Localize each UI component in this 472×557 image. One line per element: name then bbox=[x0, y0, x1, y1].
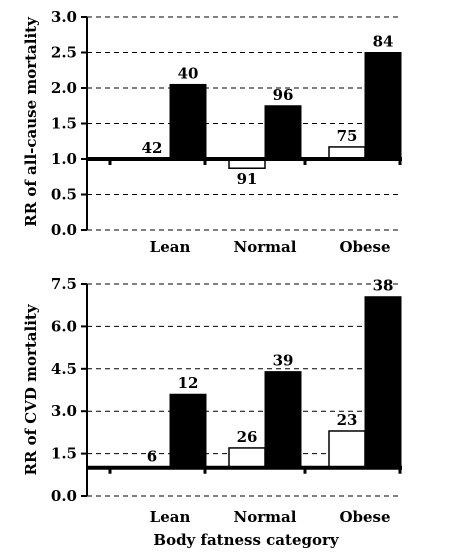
bar-cvd-obese-open bbox=[328, 430, 366, 469]
y-tick-label: 6.0 bbox=[51, 317, 77, 335]
y-tick-label: 1.5 bbox=[51, 445, 77, 463]
chart-panel-all-cause: RR of all-cause mortality 0.0 0.5 1.0 1.5 2.… bbox=[22, 8, 402, 256]
y-tick-label: 0.5 bbox=[51, 186, 77, 204]
bar-data-label: 39 bbox=[273, 352, 294, 370]
y-tick-label: 1.5 bbox=[51, 115, 77, 133]
bar-cvd-lean-filled bbox=[169, 393, 207, 469]
bar-data-label: 12 bbox=[178, 374, 199, 392]
bar-data-label: 75 bbox=[337, 127, 358, 145]
y-tick-label: 1.0 bbox=[51, 150, 77, 168]
category-label-obese: Obese bbox=[339, 508, 390, 526]
bar-data-label: 96 bbox=[273, 86, 294, 104]
y-tick-label: 2.0 bbox=[51, 79, 77, 97]
x-axis-title: Body fatness category bbox=[153, 531, 339, 549]
bar-all-cause-lean-filled bbox=[169, 83, 207, 160]
bar-data-label: 23 bbox=[337, 411, 358, 429]
bar-all-cause-normal-filled bbox=[264, 105, 302, 160]
bar-cvd-obese-filled bbox=[364, 296, 402, 469]
y-tick-label: 2.5 bbox=[51, 44, 77, 62]
bar-data-label: 42 bbox=[142, 139, 163, 157]
category-label-normal: Normal bbox=[234, 238, 297, 256]
category-label-normal: Normal bbox=[234, 508, 297, 526]
bar-data-label: 40 bbox=[178, 64, 199, 82]
y-axis-title-cvd: RR of CVD mortality bbox=[22, 303, 40, 475]
y-tick-label: 0.0 bbox=[51, 487, 77, 505]
bar-data-label: 84 bbox=[373, 33, 394, 51]
y-tick-label: 3.0 bbox=[51, 402, 77, 420]
bar-data-label: 38 bbox=[373, 277, 394, 295]
category-label-lean: Lean bbox=[150, 508, 191, 526]
y-tick-label: 7.5 bbox=[51, 275, 77, 293]
y-axis-title-all-cause: RR of all-cause mortality bbox=[22, 16, 40, 227]
bar-data-label: 91 bbox=[237, 170, 258, 188]
bar-cvd-normal-open bbox=[228, 447, 266, 469]
y-tick-label: 4.5 bbox=[51, 360, 77, 378]
bar-all-cause-obese-filled bbox=[364, 52, 402, 160]
bar-cvd-normal-filled bbox=[264, 371, 302, 469]
category-label-obese: Obese bbox=[339, 238, 390, 256]
chart-panel-cvd: RR of CVD mortality Body fatness categor… bbox=[22, 275, 402, 549]
bar-data-label: 6 bbox=[147, 448, 157, 466]
bar-data-label: 26 bbox=[237, 428, 258, 446]
y-tick-label: 0.0 bbox=[51, 221, 77, 239]
category-label-lean: Lean bbox=[150, 238, 191, 256]
y-tick-label: 3.0 bbox=[51, 8, 77, 26]
